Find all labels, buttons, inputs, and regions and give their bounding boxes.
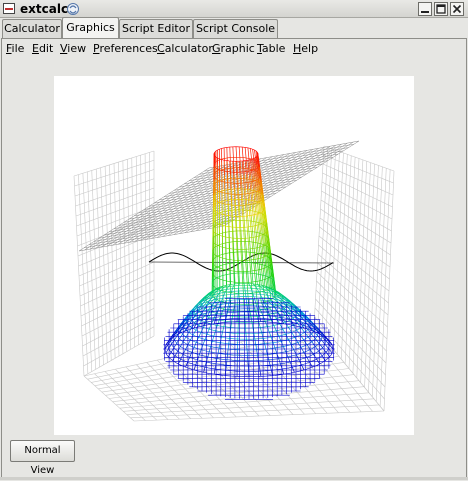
surface-mesh-line bbox=[239, 270, 240, 284]
surface-mesh-line bbox=[246, 261, 247, 275]
menu-view[interactable]: View bbox=[60, 42, 86, 56]
tab-graphics[interactable]: Graphics bbox=[62, 17, 119, 38]
surface-mesh-line bbox=[256, 271, 257, 285]
surface-mesh-line bbox=[214, 320, 215, 324]
surface-mesh-line bbox=[236, 215, 237, 229]
surface-mesh-line bbox=[253, 217, 254, 231]
close-icon bbox=[451, 3, 463, 15]
surface-mesh-line bbox=[238, 174, 239, 188]
surface-mesh-line bbox=[233, 147, 234, 161]
surface-mesh-line bbox=[203, 337, 206, 344]
surface-mesh-line bbox=[241, 190, 242, 204]
grid-line bbox=[134, 411, 384, 421]
surface-mesh-line bbox=[229, 334, 230, 341]
surface-mesh-line bbox=[255, 301, 256, 305]
surface-mesh-line bbox=[231, 320, 232, 327]
window-titlebar: extcalc bbox=[0, 0, 468, 18]
surface-mesh-line bbox=[250, 243, 251, 257]
surface-mesh-line bbox=[260, 271, 261, 285]
surface-mesh-line bbox=[264, 319, 267, 326]
menu-help[interactable]: Help bbox=[293, 42, 318, 56]
surface-mesh-line bbox=[236, 147, 237, 161]
surface-mesh-line bbox=[239, 284, 240, 287]
window-title: extcalc bbox=[20, 1, 68, 17]
surface-mesh-line bbox=[278, 307, 284, 314]
surface-mesh-line bbox=[206, 330, 209, 337]
surface-mesh-line bbox=[257, 244, 258, 258]
surface-mesh-line bbox=[234, 275, 235, 289]
surface-mesh-line bbox=[236, 233, 237, 247]
surface-mesh-line bbox=[248, 233, 249, 247]
normal-view-button[interactable]: Normal View bbox=[10, 440, 75, 462]
surface-mesh-line bbox=[244, 215, 245, 229]
menu-edit[interactable]: Edit bbox=[32, 42, 53, 56]
grid-line bbox=[127, 399, 374, 415]
grid-line bbox=[105, 362, 344, 395]
tab-calculator[interactable]: Calculator bbox=[2, 19, 62, 38]
menu-graphic[interactable]: Graphic bbox=[212, 42, 255, 56]
surface-mesh-line bbox=[249, 284, 251, 287]
grid-line bbox=[120, 387, 364, 408]
menu-table[interactable]: Table bbox=[257, 42, 285, 56]
minimize-button[interactable] bbox=[418, 2, 432, 16]
3d-graph-svg bbox=[54, 76, 414, 435]
surface-mesh-line bbox=[247, 342, 248, 349]
surface-mesh-line bbox=[265, 272, 267, 286]
surface-mesh-line bbox=[231, 290, 232, 294]
surface-mesh-line bbox=[245, 290, 246, 294]
surface-mesh-line bbox=[246, 297, 247, 301]
3d-graph-canvas[interactable] bbox=[54, 76, 414, 435]
menu-calculator[interactable]: Calculator bbox=[157, 42, 213, 56]
surface-mesh-line bbox=[242, 147, 243, 161]
surface-mesh-line bbox=[251, 216, 252, 230]
plane-mesh-line bbox=[101, 164, 232, 247]
surface-mesh-line bbox=[248, 270, 249, 284]
surface-mesh-line bbox=[251, 257, 252, 271]
surface-mesh-line bbox=[255, 231, 256, 245]
surface-mesh-line bbox=[245, 147, 246, 161]
surface-mesh-line bbox=[244, 233, 245, 247]
surface-mesh-line bbox=[244, 283, 245, 286]
surface-mesh-line bbox=[200, 328, 203, 335]
menubar: File Edit View Preferences Calculator Gr… bbox=[3, 40, 463, 56]
surface-mesh-line bbox=[251, 232, 252, 246]
tab-script-console[interactable]: Script Console bbox=[193, 19, 278, 38]
surface-mesh-line bbox=[213, 332, 215, 339]
surface-mesh-line bbox=[262, 259, 263, 273]
calculator-app-icon[interactable] bbox=[3, 3, 15, 14]
surface-mesh-line bbox=[255, 217, 256, 231]
surface-mesh-line bbox=[227, 355, 228, 362]
surface-mesh-line bbox=[261, 259, 262, 273]
menu-preferences[interactable]: Preferences bbox=[93, 42, 158, 56]
plane-mesh-line bbox=[107, 163, 238, 246]
surface-mesh-line bbox=[243, 270, 244, 284]
maximize-icon bbox=[435, 3, 447, 15]
tab-strip: Calculator Graphics Script Editor Script… bbox=[0, 18, 468, 38]
surface-mesh-line bbox=[327, 347, 332, 353]
surface-mesh-line bbox=[239, 147, 240, 161]
tab-script-editor[interactable]: Script Editor bbox=[119, 19, 193, 38]
minimize-icon bbox=[419, 3, 431, 15]
grid-line bbox=[123, 393, 369, 412]
surface-mesh-line bbox=[248, 290, 249, 304]
surface-mesh-line bbox=[242, 256, 243, 270]
surface-mesh-line bbox=[250, 218, 251, 232]
surface-mesh-line bbox=[240, 233, 241, 247]
surface-mesh-line bbox=[260, 370, 261, 377]
surface-mesh-line bbox=[238, 256, 239, 270]
surface-mesh-line bbox=[264, 291, 267, 295]
surface-mesh-line bbox=[240, 215, 241, 229]
maximize-button[interactable] bbox=[434, 2, 448, 16]
menu-file[interactable]: File bbox=[6, 42, 24, 56]
window-menu-icon[interactable] bbox=[66, 2, 80, 16]
surface-mesh-line bbox=[242, 262, 243, 276]
close-button[interactable] bbox=[450, 2, 464, 16]
surface-mesh-line bbox=[256, 216, 257, 230]
surface-mesh-line bbox=[254, 297, 255, 301]
plane-mesh-line bbox=[157, 153, 290, 237]
surface-mesh-line bbox=[230, 147, 231, 161]
grid-line bbox=[130, 405, 379, 418]
